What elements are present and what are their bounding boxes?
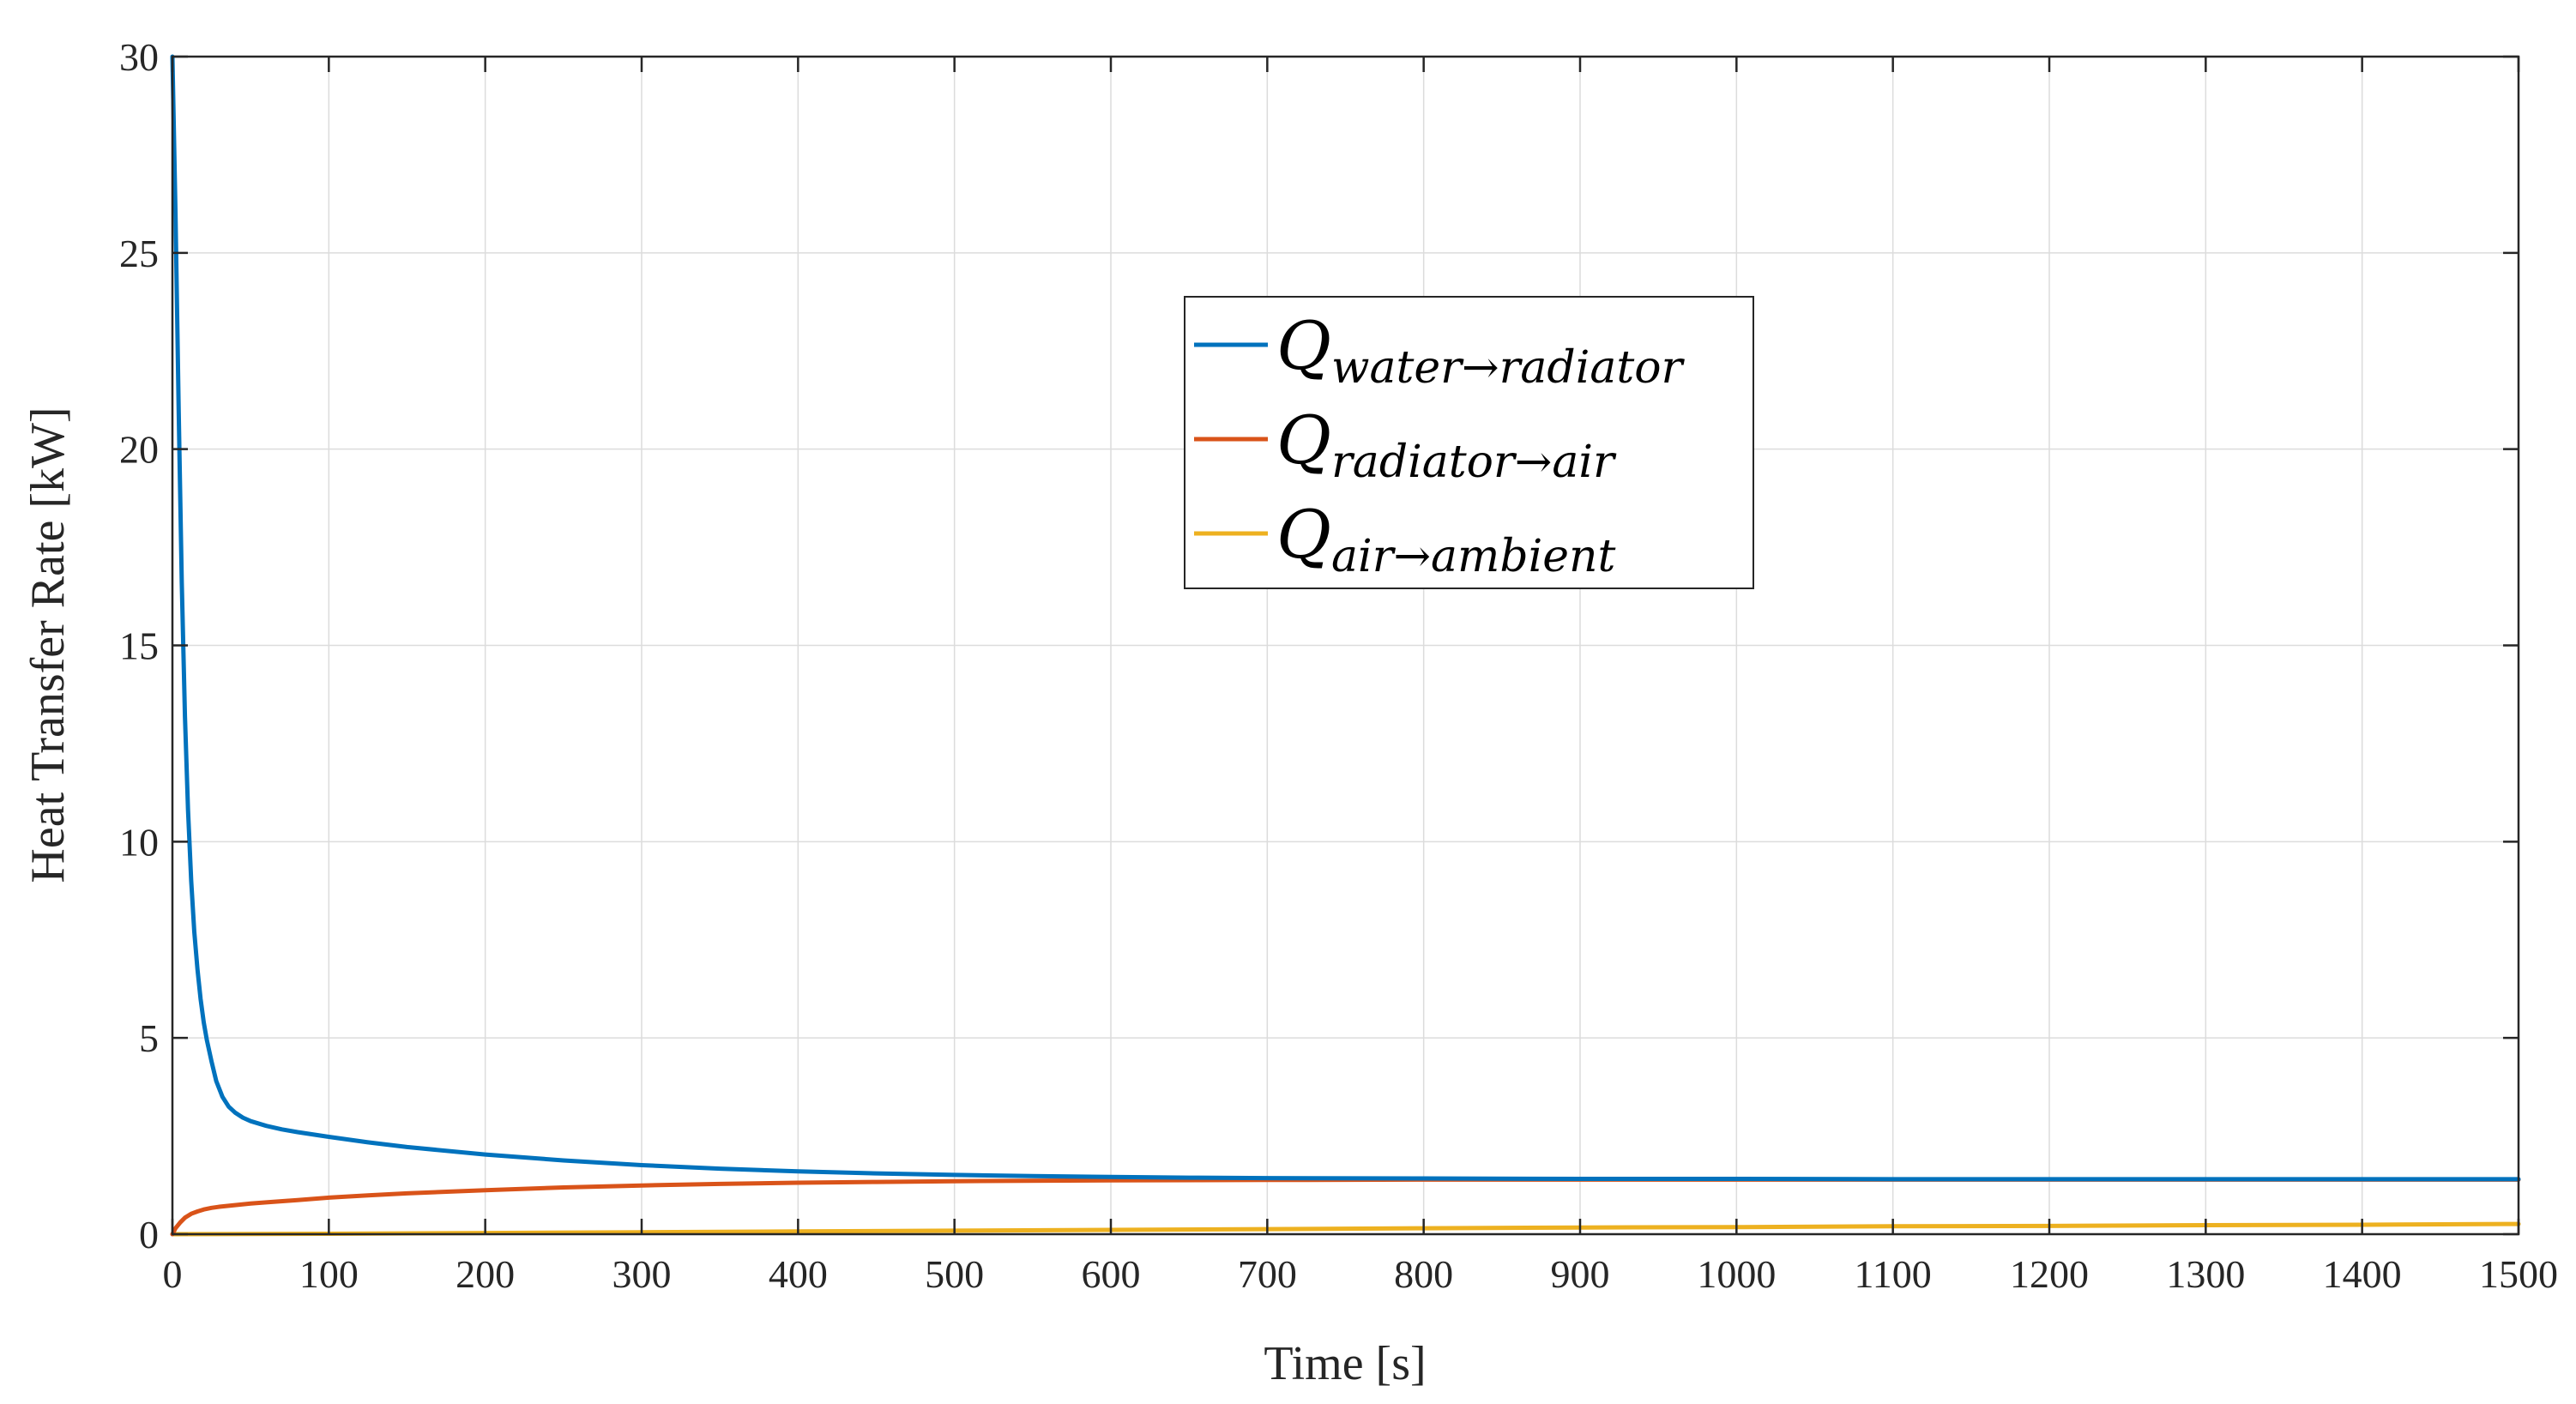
legend-label: Qair→ambient (1276, 497, 1616, 582)
legend-box (1184, 296, 1754, 589)
x-tick-label: 200 (455, 1252, 515, 1296)
grid (172, 57, 2519, 1234)
x-tick-label: 600 (1082, 1252, 1141, 1296)
series-layer (170, 54, 2521, 1237)
x-tick-label: 700 (1238, 1252, 1297, 1296)
y-tick-label: 30 (119, 35, 159, 79)
legend-symbol: Q (1276, 308, 1331, 385)
tick-labels: 0 100 200 300 400 500 600 700 800 900 1000 1100 1200… (119, 35, 2558, 1296)
x-tick-label: 400 (769, 1252, 828, 1296)
x-tick-label: 1500 (2479, 1252, 2558, 1296)
y-tick-label: 10 (119, 820, 159, 864)
x-tick-label: 300 (612, 1252, 672, 1296)
ticks (171, 55, 2520, 1236)
x-tick-label: 1100 (1855, 1252, 1932, 1296)
legend-entry: Qair→ambient (1194, 497, 1616, 582)
x-tick-label: 1000 (1697, 1252, 1776, 1296)
legend-symbol: Q (1276, 402, 1331, 479)
y-axis-label: Heat Transfer Rate [kW] (21, 407, 75, 883)
y-tick-label: 5 (139, 1016, 159, 1060)
legend-subscript: radiator→air (1331, 437, 1617, 488)
legend-label: Qwater→radiator (1276, 308, 1686, 394)
x-tick-label: 800 (1394, 1252, 1453, 1296)
legend-entry: Qradiator→air (1194, 402, 1617, 488)
legend-label: Qradiator→air (1276, 402, 1617, 488)
y-tick-label: 0 (139, 1213, 159, 1256)
x-tick-label: 100 (299, 1252, 359, 1296)
legend-subscript: air→ambient (1331, 531, 1616, 582)
x-tick-label: 1200 (2010, 1252, 2089, 1296)
x-tick-label: 500 (925, 1252, 984, 1296)
y-tick-label: 15 (119, 624, 159, 668)
x-tick-label: 900 (1551, 1252, 1610, 1296)
y-tick-label: 20 (119, 428, 159, 472)
x-tick-label: 1300 (2166, 1252, 2245, 1296)
x-tick-label: 0 (163, 1252, 183, 1296)
series-line-2 (170, 1221, 2521, 1237)
x-axis-label: Time [s] (1264, 1337, 1426, 1390)
x-tick-label: 1400 (2323, 1252, 2402, 1296)
legend-symbol: Q (1276, 497, 1331, 574)
legend-entry: Qwater→radiator (1194, 308, 1686, 394)
series-line-0 (170, 54, 2521, 1182)
y-tick-label: 25 (119, 232, 159, 275)
legend: Qwater→radiator Qradiator→air Qair→ambie… (1184, 296, 1754, 589)
legend-subscript: water→radiator (1331, 342, 1686, 394)
